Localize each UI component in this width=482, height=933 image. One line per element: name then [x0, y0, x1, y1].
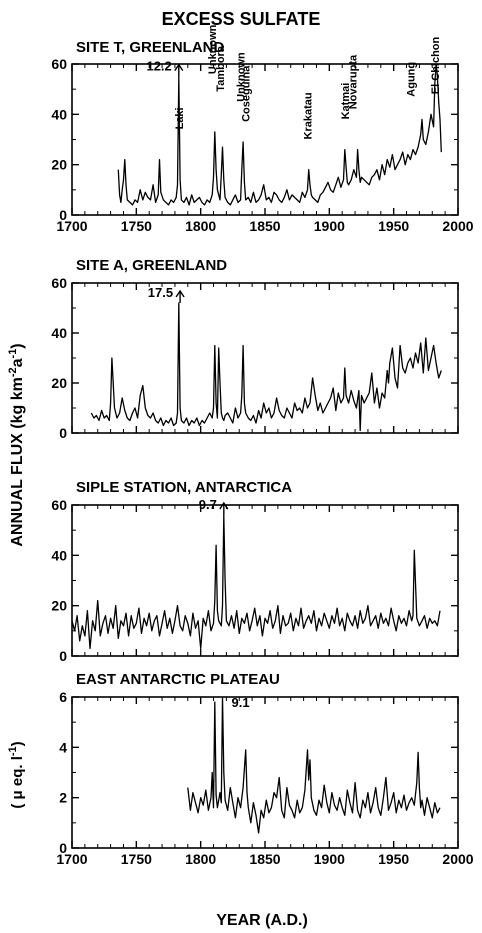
x-tick-label: 2000: [442, 218, 473, 234]
y-axis-label-lower-close: ): [9, 741, 26, 746]
y-axis-label-upper-exp1: -2: [7, 367, 19, 377]
x-tick-label: 1850: [249, 851, 280, 867]
x-tick-label: 1700: [56, 851, 87, 867]
x-tick-label: 1800: [185, 851, 216, 867]
x-tick-label: 1850: [249, 218, 280, 234]
panel-title: EAST ANTARCTIC PLATEAU: [76, 671, 280, 688]
y-tick-label: 60: [51, 497, 67, 513]
x-tick-label: 1900: [314, 851, 345, 867]
chart-panel-1: SITE T, GREENLAND 1700 1750 1800 1850 1900 195…: [51, 24, 473, 234]
x-tick-label: 1750: [121, 851, 152, 867]
peak-value-label: 9.1: [232, 695, 250, 710]
y-tick-label: 2: [59, 790, 67, 806]
y-tick-label: 6: [59, 689, 67, 705]
y-axis-label-lower: ( μ eq. l-1): [7, 741, 26, 808]
volcano-annotation: Katmai: [340, 83, 352, 120]
y-tick-label: 0: [59, 207, 67, 223]
x-tick-label: 1700: [56, 218, 87, 234]
volcano-annotation: Novarupta: [348, 54, 360, 109]
x-axis-label: YEAR (A.D.): [216, 912, 308, 929]
x-tick-label: 2000: [442, 851, 473, 867]
y-tick-label: 60: [51, 275, 67, 291]
y-tick-label: 60: [51, 56, 67, 72]
y-axis-label-upper: ANNUAL FLUX (kg km-2a-1): [7, 343, 26, 546]
panel-title: SITE T, GREENLAND: [76, 39, 225, 56]
series-line: [187, 696, 441, 834]
y-tick-label: 40: [51, 547, 67, 563]
volcano-annotation: Coseguina: [241, 65, 253, 122]
peak-value-label: 17.5: [148, 285, 173, 300]
volcano-annotation: El Chichon: [430, 36, 442, 94]
y-axis-label-lower-exp: -1: [7, 746, 19, 756]
y-axis-label-upper-exp2: -1: [7, 349, 19, 359]
y-axis-label-upper-main: ANNUAL FLUX (kg km: [9, 377, 26, 547]
x-tick-label: 1750: [121, 218, 152, 234]
y-tick-label: 40: [51, 325, 67, 341]
plot-frame: [71, 696, 459, 849]
chart-panel-3: SIPLE STATION, ANTARCTICA 0 20 40 60 9.7: [51, 479, 459, 664]
series-line: [117, 63, 442, 206]
chart-panels: SITE T, GREENLAND 1700 1750 1800 1850 1900 195…: [51, 24, 473, 867]
series-line: [71, 514, 441, 650]
y-axis-label-lower-main: ( μ eq. l: [9, 756, 26, 809]
plot-frame: [71, 504, 459, 657]
y-tick-label: 20: [51, 598, 67, 614]
y-tick-label: 4: [59, 739, 67, 755]
volcano-annotation: Krakatau: [303, 92, 315, 139]
peak-value-label: 9.7: [199, 497, 217, 512]
chart-panel-4: EAST ANTARCTIC PLATEAU 1700 1750 1800 1850 19…: [56, 671, 473, 867]
volcano-annotation: Tambora: [215, 45, 227, 92]
volcano-annotation: Unknown: [236, 52, 248, 102]
x-tick-label: 1800: [185, 218, 216, 234]
x-tick-label: 1900: [314, 218, 345, 234]
x-tick-label: 1950: [378, 218, 409, 234]
panel-title: SITE A, GREENLAND: [76, 257, 227, 274]
chart-panel-2: SITE A, GREENLAND 0 20 40 60 17.5: [51, 257, 459, 441]
y-tick-label: 20: [51, 375, 67, 391]
peak-arrow-head: [175, 289, 185, 298]
y-tick-label: 0: [59, 840, 67, 856]
panel-title: SIPLE STATION, ANTARCTICA: [76, 479, 292, 496]
x-tick-label: 1950: [378, 851, 409, 867]
peak-arrow-head: [174, 63, 184, 71]
y-tick-label: 40: [51, 106, 67, 122]
y-tick-label: 20: [51, 157, 67, 173]
y-tick-label: 0: [59, 425, 67, 441]
peak-value-label: 12.2: [146, 59, 171, 74]
figure-title: EXCESS SULFATE: [162, 9, 321, 29]
y-axis-label-upper-close: ): [9, 343, 26, 348]
volcano-annotation: Agung: [405, 62, 417, 97]
volcano-annotation: Unknown: [207, 24, 219, 74]
peak-arrow-head: [219, 501, 229, 510]
volcano-annotation: Laki: [174, 107, 186, 129]
series-line: [90, 302, 442, 432]
y-tick-label: 0: [59, 648, 67, 664]
y-axis-label-upper-unit: a: [9, 358, 26, 367]
